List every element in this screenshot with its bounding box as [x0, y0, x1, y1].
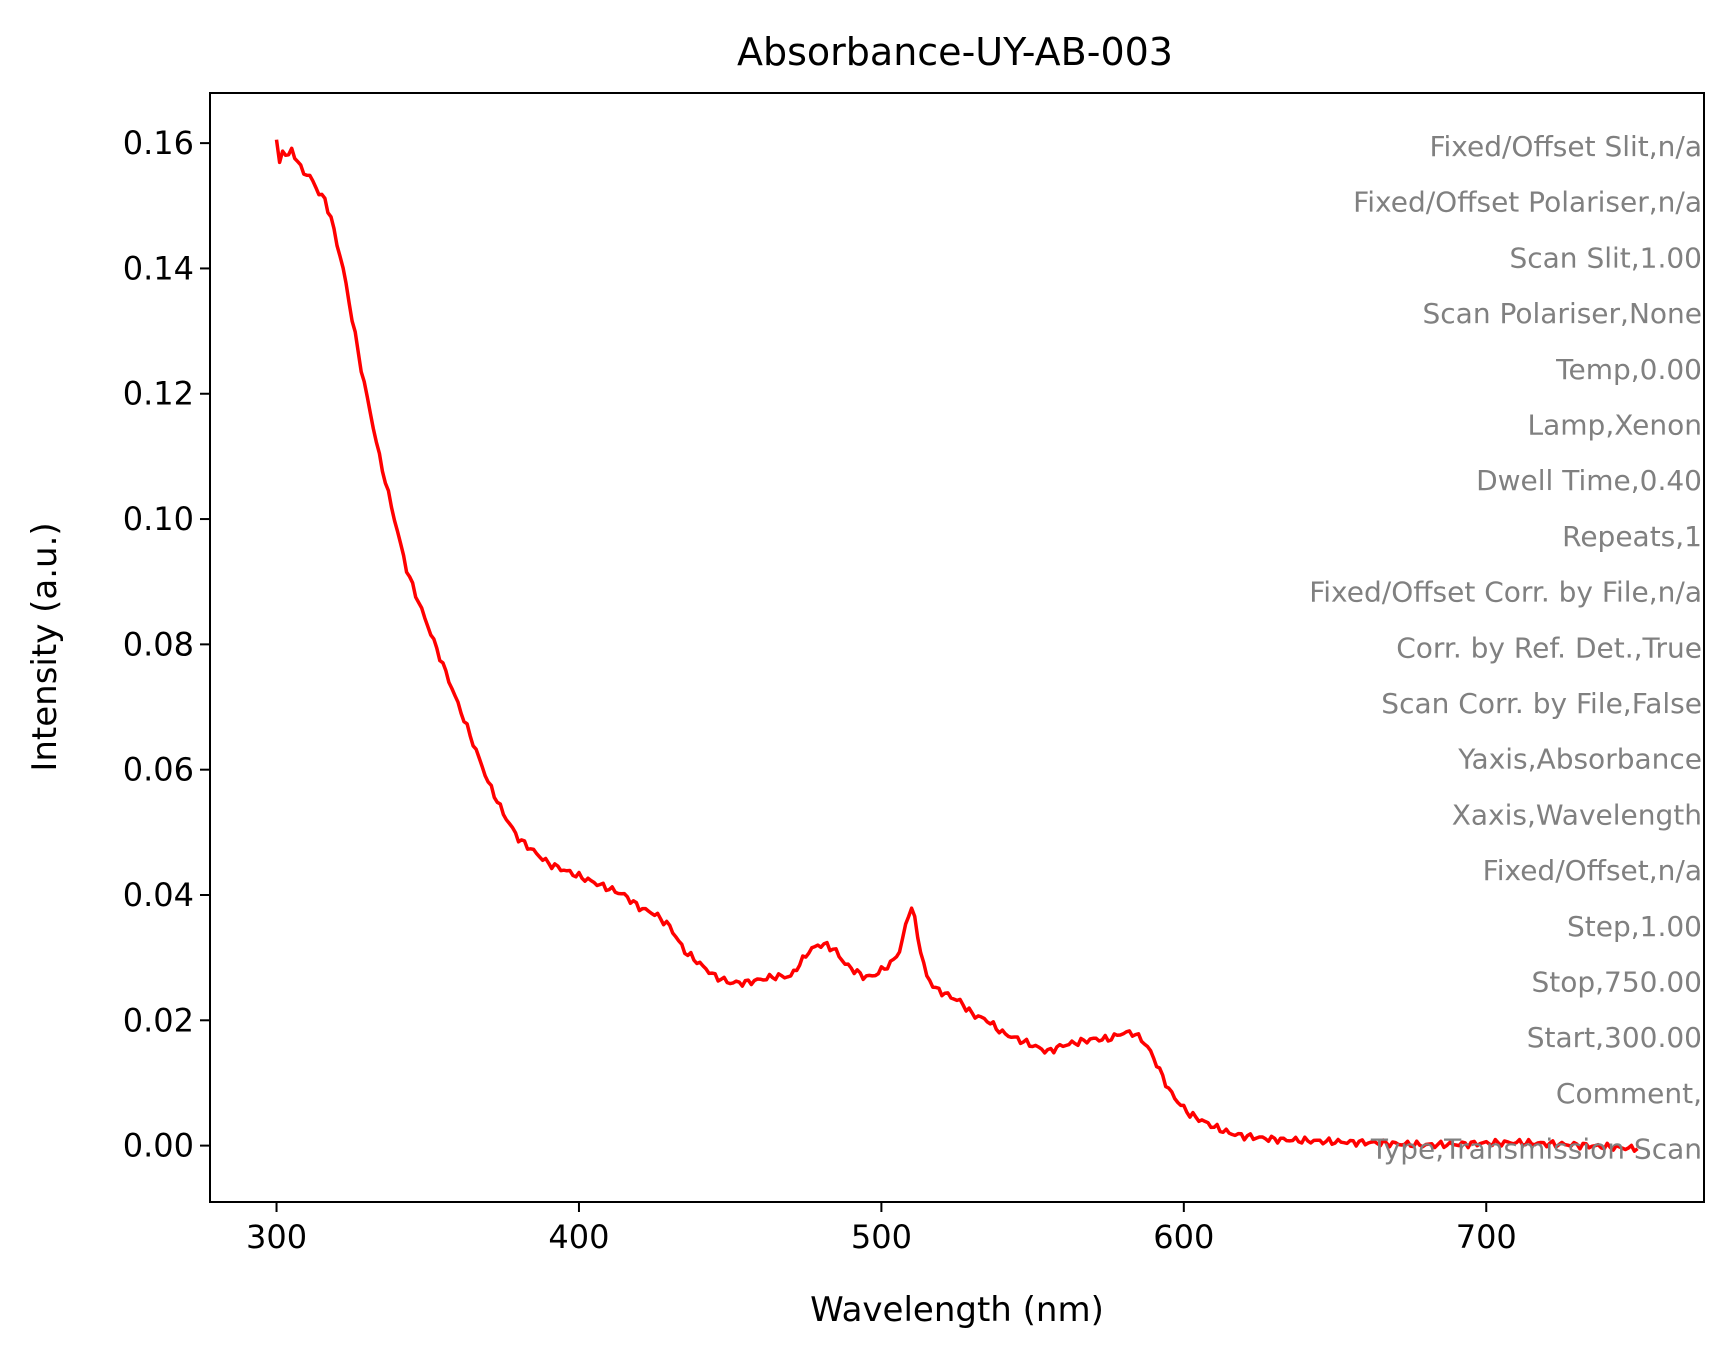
x-tick-label: 300	[246, 1218, 307, 1256]
y-tick-label: 0.02	[123, 1001, 194, 1039]
annotation-text: Corr. by Ref. Det.,True	[1396, 631, 1702, 664]
y-tick-label: 0.10	[123, 500, 194, 538]
series-line	[274, 139, 1639, 1153]
x-axis-label: Wavelength (nm)	[810, 1290, 1104, 1330]
annotation-text: Dwell Time,0.40	[1476, 464, 1702, 497]
x-axis: 300 400 500 600 700	[246, 1202, 1517, 1256]
annotation-text: Yaxis,Absorbance	[1457, 743, 1702, 776]
x-tick-label: 700	[1456, 1218, 1517, 1256]
annotation-text: Fixed/Offset,n/a	[1483, 854, 1702, 887]
annotation-text: Xaxis,Wavelength	[1452, 798, 1702, 831]
y-tick-label: 0.12	[123, 375, 194, 413]
annotation-text: Lamp,Xenon	[1528, 409, 1702, 442]
y-axis-label: Intensity (a.u.)	[25, 522, 65, 771]
y-tick-label: 0.14	[123, 249, 194, 287]
plot-background	[210, 93, 1704, 1202]
annotation-text: Fixed/Offset Slit,n/a	[1429, 130, 1702, 163]
y-axis: 0.00 0.02 0.04 0.06 0.08 0.10 0.12 0.14 0.16	[123, 124, 210, 1165]
annotation-text: Fixed/Offset Polariser,n/a	[1353, 186, 1702, 219]
annotation-layer: Fixed/Offset Slit,n/a Fixed/Offset Polari…	[1309, 130, 1702, 1166]
annotation-text: Step,1.00	[1567, 910, 1702, 943]
y-tick-label: 0.06	[123, 751, 194, 789]
annotation-text: Stop,750.00	[1531, 966, 1702, 999]
y-tick-label: 0.00	[123, 1127, 194, 1165]
annotation-text: Comment,	[1556, 1077, 1702, 1110]
x-tick-label: 400	[548, 1218, 609, 1256]
x-tick-label: 500	[851, 1218, 912, 1256]
y-tick-label: 0.16	[123, 124, 194, 162]
annotation-text: Temp,0.00	[1555, 353, 1702, 386]
annotation-text: Scan Corr. by File,False	[1381, 687, 1702, 720]
series-layer	[274, 139, 1639, 1153]
y-tick-label: 0.08	[123, 625, 194, 663]
plot-frame	[209, 92, 1705, 1203]
annotation-text: Repeats,1	[1562, 520, 1702, 553]
annotation-text: Scan Polariser,None	[1423, 297, 1703, 330]
chart-title: Absorbance-UY-AB-003	[737, 30, 1173, 74]
y-tick-label: 0.04	[123, 876, 194, 914]
plot-area: Fixed/Offset Slit,n/a Fixed/Offset Polari…	[209, 92, 1705, 1203]
annotation-text: Type,Transmission Scan	[1370, 1133, 1702, 1166]
annotation-text: Start,300.00	[1527, 1021, 1702, 1054]
annotation-text: Fixed/Offset Corr. by File,n/a	[1309, 576, 1702, 609]
x-tick-label: 600	[1153, 1218, 1214, 1256]
annotation-text: Scan Slit,1.00	[1509, 241, 1702, 274]
